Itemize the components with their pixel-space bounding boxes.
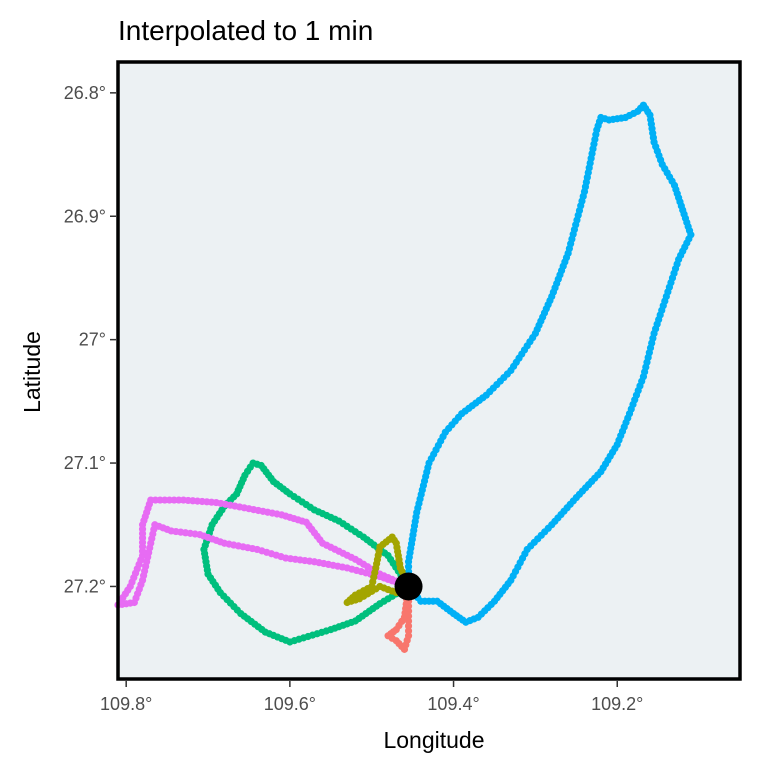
plot-border	[116, 60, 742, 681]
track-point	[404, 563, 413, 571]
y-tick-label: 27.1°	[64, 453, 106, 473]
y-tick-label: 26.9°	[64, 206, 106, 226]
x-axis-title: Longitude	[383, 727, 484, 753]
track-point	[404, 622, 413, 630]
home-layer	[394, 572, 423, 601]
x-tick-label: 109.6°	[264, 694, 316, 714]
y-axis-title: Latitude	[19, 331, 45, 413]
x-axis: 109.8° 109.6° 109.4° 109.2°	[100, 681, 643, 714]
track-point	[404, 627, 413, 635]
plot-panel	[118, 62, 740, 679]
tracks-layer	[114, 101, 695, 653]
x-tick-label: 109.4°	[427, 694, 479, 714]
y-tick-label: 27°	[79, 330, 106, 350]
y-axis: 26.8° 26.9° 27° 27.1° 27.2°	[64, 83, 116, 596]
x-tick-label: 109.8°	[100, 694, 152, 714]
track-point	[404, 558, 413, 566]
chart-title: Interpolated to 1 min	[118, 15, 373, 46]
x-tick-label: 109.2°	[591, 694, 643, 714]
y-tick-label: 27.2°	[64, 576, 106, 596]
track-series-0	[404, 101, 695, 626]
y-tick-label: 26.8°	[64, 83, 106, 103]
track-series-3	[343, 533, 413, 607]
home-point	[394, 572, 423, 601]
